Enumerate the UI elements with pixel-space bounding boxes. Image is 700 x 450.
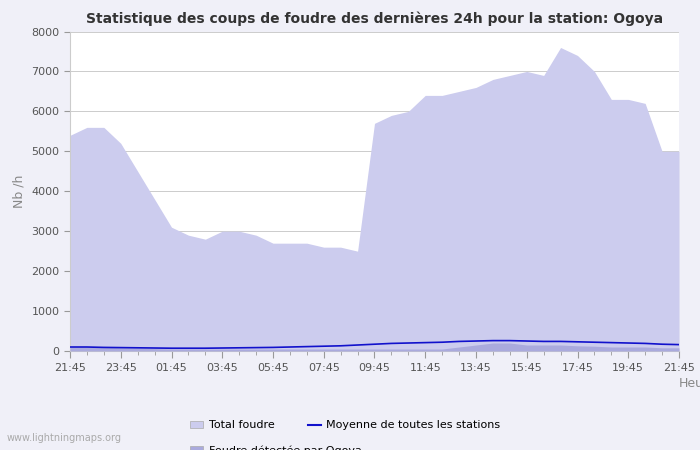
Legend: Foudre détectée par Ogoya: Foudre détectée par Ogoya bbox=[186, 441, 366, 450]
Y-axis label: Nb /h: Nb /h bbox=[13, 175, 26, 208]
Title: Statistique des coups de foudre des dernières 24h pour la station: Ogoya: Statistique des coups de foudre des dern… bbox=[86, 12, 663, 26]
Text: www.lightningmaps.org: www.lightningmaps.org bbox=[7, 433, 122, 443]
X-axis label: Heure: Heure bbox=[678, 377, 700, 390]
